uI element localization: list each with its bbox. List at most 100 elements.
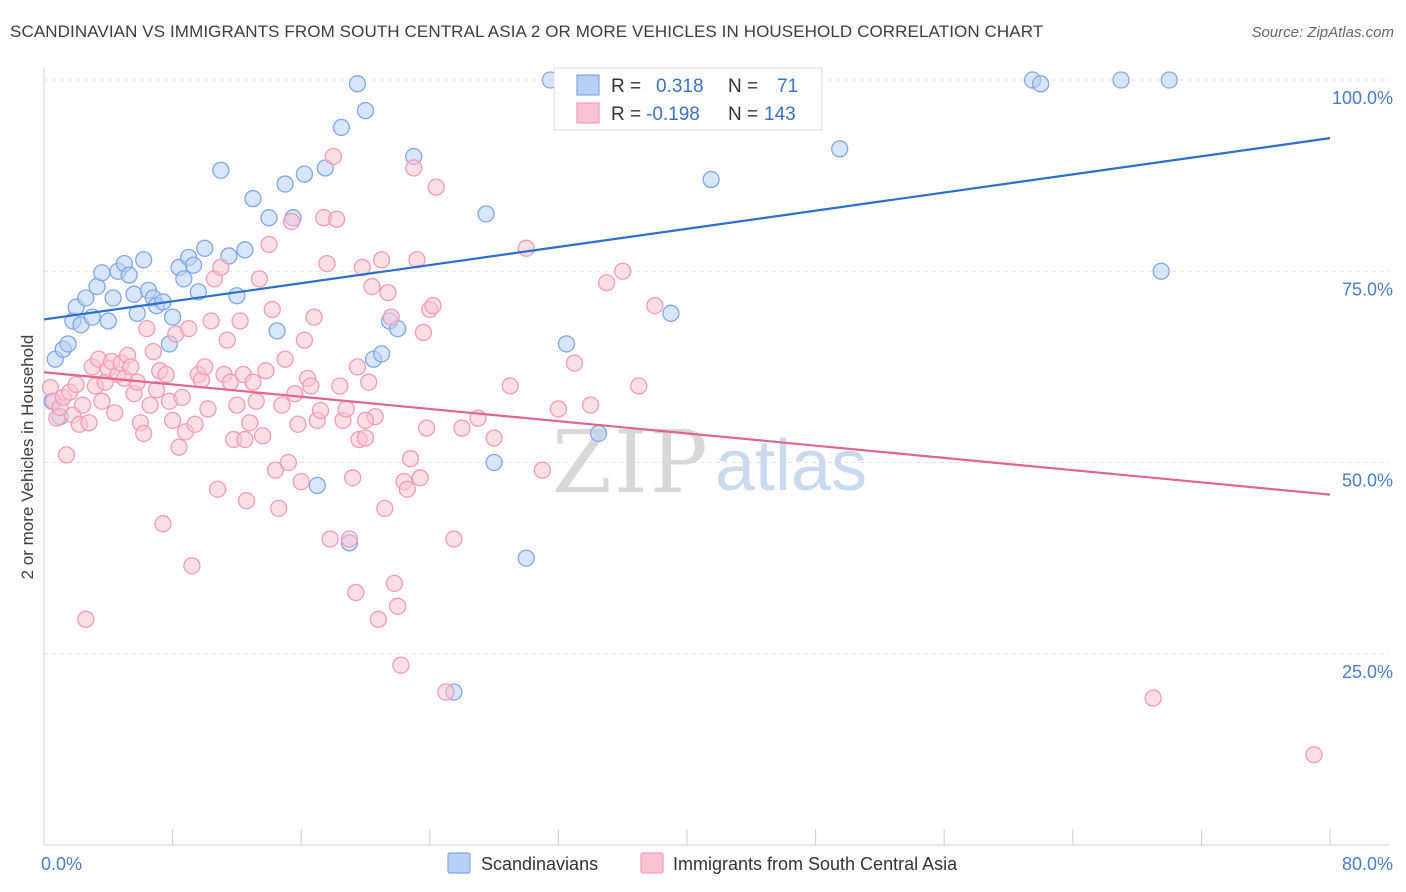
point-scandinavians-55 bbox=[517, 549, 535, 567]
point-immigrants-89 bbox=[327, 210, 346, 228]
point-scandinavians-38 bbox=[268, 322, 286, 340]
trend-line-immigrants bbox=[43, 371, 1331, 496]
legend-n-value-2: 143 bbox=[764, 104, 796, 125]
point-immigrants-12 bbox=[80, 414, 98, 432]
point-scandinavians-25 bbox=[163, 308, 182, 326]
point-immigrants-59 bbox=[231, 312, 249, 330]
bottom-legend-swatch-scandinavians bbox=[447, 852, 471, 874]
point-scandinavians-61 bbox=[1152, 262, 1170, 280]
point-immigrants-44 bbox=[183, 557, 201, 575]
point-immigrants-121 bbox=[437, 683, 455, 701]
point-immigrants-87 bbox=[321, 530, 339, 548]
axis-layer bbox=[43, 68, 1390, 846]
point-immigrants-11 bbox=[77, 610, 95, 628]
bottom-legend-swatch-immigrants bbox=[640, 852, 664, 874]
point-scandinavians-4 bbox=[59, 335, 77, 353]
point-immigrants-127 bbox=[517, 239, 535, 257]
legend-swatch-immigrants bbox=[576, 102, 600, 124]
point-immigrants-111 bbox=[398, 480, 416, 498]
point-immigrants-31 bbox=[141, 396, 159, 414]
point-immigrants-94 bbox=[343, 469, 362, 487]
chart-source: Source: ZipAtlas.com bbox=[1251, 24, 1394, 41]
point-scandinavians-65 bbox=[1160, 71, 1178, 89]
point-immigrants-139 bbox=[348, 358, 367, 376]
point-immigrants-95 bbox=[347, 583, 365, 602]
point-immigrants-5 bbox=[57, 446, 76, 464]
point-immigrants-128 bbox=[533, 461, 551, 479]
point-scandinavians-47 bbox=[356, 101, 375, 120]
point-immigrants-86 bbox=[318, 254, 336, 273]
point-immigrants-30 bbox=[138, 319, 156, 338]
point-scandinavians-31 bbox=[196, 239, 214, 257]
point-immigrants-135 bbox=[646, 297, 664, 315]
point-scandinavians-53 bbox=[477, 205, 495, 223]
point-immigrants-113 bbox=[405, 159, 423, 177]
point-immigrants-133 bbox=[614, 262, 632, 280]
point-immigrants-69 bbox=[263, 300, 281, 319]
point-immigrants-25 bbox=[122, 358, 140, 376]
point-immigrants-29 bbox=[135, 424, 153, 443]
point-immigrants-134 bbox=[630, 377, 648, 395]
point-scandinavians-60 bbox=[831, 140, 849, 158]
legend-n-label-2: N = bbox=[728, 104, 758, 125]
legend-r-label-2: R = bbox=[611, 104, 641, 125]
point-immigrants-33 bbox=[147, 381, 166, 399]
legend-swatch-scandinavians bbox=[576, 74, 600, 96]
point-immigrants-35 bbox=[154, 515, 172, 533]
point-immigrants-117 bbox=[417, 419, 436, 437]
y-tick-label-3: 100.0% bbox=[1332, 88, 1393, 108]
point-scandinavians-36 bbox=[244, 189, 262, 208]
bottom-legend: Scandinavians Immigrants from South Cent… bbox=[447, 852, 958, 874]
x-tick-labels: 0.0% 80.0% bbox=[41, 854, 1393, 874]
point-immigrants-61 bbox=[237, 492, 256, 510]
point-immigrants-116 bbox=[414, 323, 433, 342]
point-immigrants-122 bbox=[445, 530, 463, 548]
point-scandinavians-32 bbox=[212, 161, 230, 179]
point-immigrants-73 bbox=[276, 350, 294, 368]
point-immigrants-132 bbox=[597, 274, 616, 292]
point-immigrants-137 bbox=[1305, 746, 1323, 764]
point-immigrants-62 bbox=[241, 414, 259, 432]
point-immigrants-70 bbox=[266, 461, 285, 479]
point-scandinavians-64 bbox=[1112, 71, 1130, 89]
point-immigrants-82 bbox=[305, 308, 323, 326]
point-immigrants-63 bbox=[244, 373, 262, 391]
point-scandinavians-19 bbox=[135, 251, 153, 269]
legend-n-value-1: 71 bbox=[777, 76, 798, 97]
point-immigrants-64 bbox=[247, 392, 265, 410]
point-immigrants-93 bbox=[340, 530, 359, 548]
trend-line-scandinavians bbox=[43, 137, 1331, 321]
point-immigrants-50 bbox=[202, 312, 220, 330]
point-scandinavians-39 bbox=[276, 175, 294, 193]
point-immigrants-107 bbox=[385, 574, 404, 593]
point-immigrants-84 bbox=[311, 401, 330, 420]
point-immigrants-90 bbox=[331, 377, 349, 395]
point-immigrants-65 bbox=[250, 270, 269, 288]
point-immigrants-76 bbox=[286, 384, 304, 403]
point-immigrants-32 bbox=[144, 342, 162, 361]
legend-r-label-1: R = bbox=[611, 76, 641, 97]
point-immigrants-52 bbox=[208, 480, 227, 498]
point-immigrants-126 bbox=[501, 377, 519, 395]
point-scandinavians-44 bbox=[332, 118, 351, 137]
legend-box: R = 0.318 N = 71 R = -0.198 N = 143 bbox=[553, 67, 823, 131]
point-immigrants-98 bbox=[356, 429, 375, 447]
point-immigrants-53 bbox=[212, 258, 230, 277]
point-scandinavians-42 bbox=[308, 476, 326, 495]
point-immigrants-40 bbox=[170, 438, 188, 456]
point-immigrants-77 bbox=[289, 415, 307, 433]
points-layer bbox=[41, 71, 1323, 764]
point-immigrants-58 bbox=[228, 396, 246, 414]
point-immigrants-66 bbox=[253, 427, 272, 445]
point-immigrants-79 bbox=[295, 331, 314, 349]
point-immigrants-8 bbox=[67, 375, 85, 394]
x-tick-label-1: 80.0% bbox=[1342, 854, 1393, 874]
point-scandinavians-49 bbox=[372, 345, 391, 363]
point-scandinavians-30 bbox=[189, 283, 207, 301]
point-immigrants-130 bbox=[565, 354, 584, 372]
point-immigrants-43 bbox=[180, 319, 198, 338]
point-immigrants-136 bbox=[1144, 689, 1162, 707]
bottom-legend-label-immigrants: Immigrants from South Central Asia bbox=[673, 854, 958, 874]
point-immigrants-115 bbox=[411, 469, 429, 487]
point-scandinavians-59 bbox=[702, 170, 720, 189]
